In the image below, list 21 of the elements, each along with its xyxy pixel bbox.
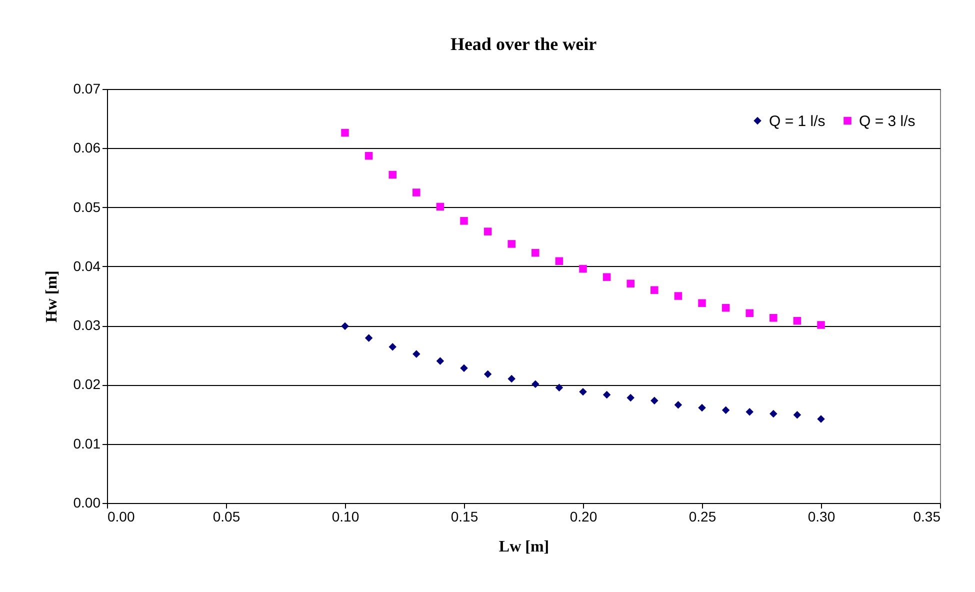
x-tick-label: 0.30 [808,508,836,524]
y-tick-label: 0.03 [73,317,101,334]
x-tick-label: 0.20 [570,508,598,524]
y-tick-label: 0.01 [73,435,101,452]
y-tick-label: 0.07 [73,80,101,96]
x-tick-label: 0.00 [108,508,135,524]
x-tick-label: 0.15 [450,508,478,524]
x-axis-title: Lw [m] [498,538,550,556]
x-tick-label: 0.10 [332,508,360,524]
x-tick-label: 0.25 [688,508,716,524]
y-tick-label: 0.04 [73,258,101,274]
y-axis-title: Hw [m] [43,270,60,322]
y-tick-label: 0.00 [73,494,101,510]
y-tick-label: 0.06 [73,140,101,156]
y-tick-label: 0.02 [73,376,101,392]
legend-label: Q = 3 l/s [859,112,916,130]
y-tick-label: 0.05 [73,198,101,215]
chart-title: Head over the weir [450,34,597,54]
x-tick-label: 0.05 [212,508,240,524]
legend-label: Q = 1 l/s [769,112,826,130]
x-tick-label: 0.35 [913,508,941,524]
